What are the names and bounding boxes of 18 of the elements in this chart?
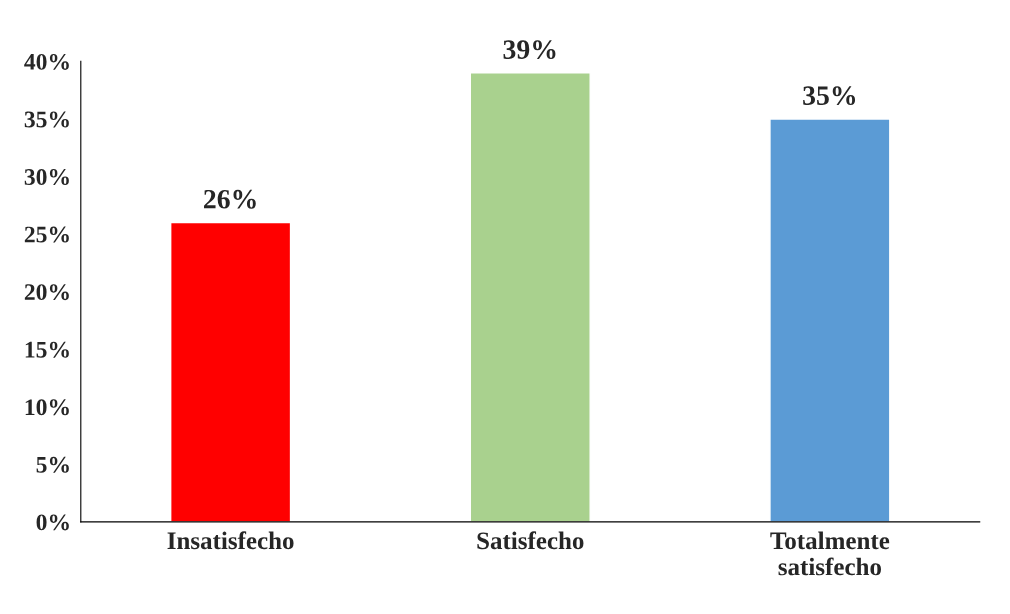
bar xyxy=(769,118,891,522)
y-tick-label: 30% xyxy=(24,169,69,186)
y-tick-label: 35% xyxy=(24,111,69,128)
y-tick-label: 10% xyxy=(25,399,69,416)
y-tick-label: 0% xyxy=(36,514,69,531)
data-label: 26% xyxy=(204,189,256,209)
y-tick-label: 5% xyxy=(36,456,69,473)
x-tick-label: Totalmente satisfecho xyxy=(770,531,890,576)
bar xyxy=(469,72,591,522)
y-tick-label: 25% xyxy=(24,226,69,243)
y-tick-label: 15% xyxy=(25,341,69,358)
x-tick-label: Insatisfecho xyxy=(167,531,294,550)
y-tick-label: 20% xyxy=(24,284,69,301)
data-label: 39% xyxy=(503,40,556,60)
bar xyxy=(169,221,292,522)
x-tick-label: Satisfecho xyxy=(477,531,584,550)
data-label: 35% xyxy=(803,86,856,106)
y-tick-label: 40% xyxy=(24,53,69,70)
